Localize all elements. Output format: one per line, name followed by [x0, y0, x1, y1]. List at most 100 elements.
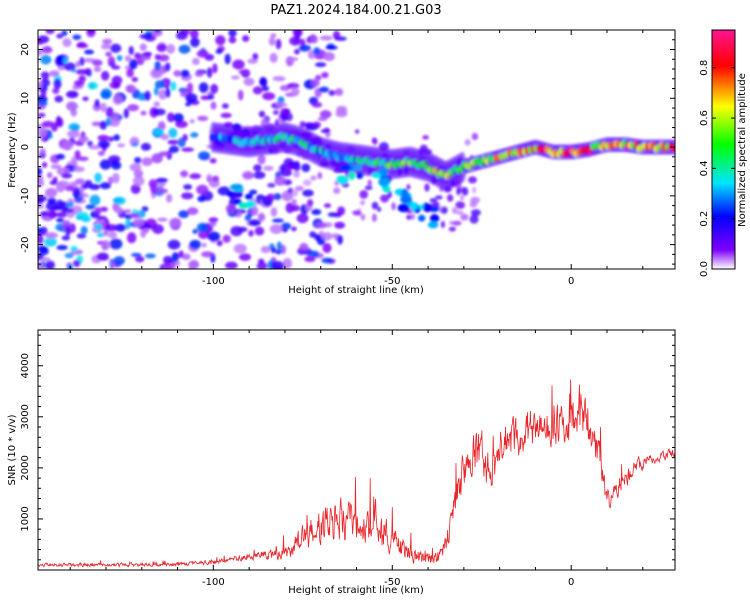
heatmap-cell: [94, 223, 103, 231]
heatmap-cell: [154, 60, 161, 71]
heatmap-cell: [42, 257, 51, 262]
heatmap-cell: [250, 205, 259, 216]
heatmap-cell: [248, 219, 261, 227]
heatmap-cell: [72, 259, 81, 268]
heatmap-cell: [56, 33, 64, 39]
heatmap-cell: [270, 246, 277, 254]
heatmap-cell: [113, 256, 125, 266]
heatmap-cell: [252, 53, 259, 60]
heatmap-cell: [49, 70, 60, 77]
heatmap-cell: [144, 253, 156, 259]
heatmap-cell: [470, 209, 481, 217]
heatmap-cell: [272, 110, 279, 115]
heatmap-cell: [38, 180, 45, 188]
heatmap-cell: [228, 30, 237, 37]
heatmap-cell: [132, 175, 145, 187]
y-tick-label: 10: [20, 92, 31, 105]
heatmap-cell: [254, 226, 265, 236]
heatmap-cell: [302, 189, 314, 197]
heatmap-cell: [113, 134, 120, 141]
heatmap-cell: [271, 218, 284, 223]
heatmap-cell: [96, 215, 107, 221]
heatmap-cell: [196, 222, 208, 233]
heatmap-cell: [299, 242, 309, 252]
heatmap-cell: [108, 136, 115, 142]
spectrogram-heatmap: [38, 30, 675, 269]
x-tick-label: -100: [202, 577, 225, 588]
heatmap-cell: [282, 109, 288, 118]
heatmap-cell: [188, 264, 196, 269]
heatmap-cell: [109, 238, 123, 250]
colorbar-ticks: 0.0 0.2 0.4 0.6 0.8: [699, 60, 735, 277]
heatmap-cell: [248, 229, 254, 237]
y-tick-label: -20: [20, 236, 31, 252]
heatmap-cell: [323, 127, 330, 134]
heatmap-cell: [97, 134, 110, 142]
heatmap-cell: [464, 138, 471, 146]
heatmap-cell: [40, 71, 50, 80]
heatmap-cell: [76, 43, 89, 49]
heatmap-cell: [65, 225, 71, 237]
heatmap-cell: [427, 221, 439, 229]
heatmap-cell: [456, 210, 464, 215]
heatmap-cell: [143, 51, 152, 57]
heatmap-cell: [292, 30, 303, 38]
heatmap-cell: [461, 186, 469, 196]
snr-y-ticks: 1000 2000 3000 4000: [20, 334, 675, 561]
heatmap-cell: [170, 81, 177, 91]
heatmap-cell: [275, 102, 288, 107]
heatmap-cell: [44, 237, 57, 247]
heatmap-cell: [333, 187, 341, 195]
heatmap-cell: [112, 173, 120, 184]
heatmap-cell: [469, 201, 478, 208]
heatmap-cell: [266, 193, 275, 202]
heatmap-cell: [139, 43, 147, 52]
heatmap-cell: [269, 224, 283, 234]
heatmap-cell: [469, 214, 479, 224]
heatmap-cell: [367, 179, 372, 186]
heatmap-cell: [670, 144, 675, 152]
heatmap-cell: [224, 53, 231, 65]
heatmap-cell: [39, 148, 46, 155]
heatmap-cell: [321, 257, 333, 264]
heatmap-cell: [312, 121, 322, 129]
heatmap-cell: [212, 63, 218, 74]
heatmap-cell: [105, 51, 112, 57]
heatmap-cell: [353, 165, 362, 171]
heatmap-cell: [61, 207, 74, 214]
heatmap-cell: [281, 244, 287, 255]
heatmap-cell: [100, 206, 108, 212]
heatmap-cell: [207, 93, 215, 100]
heatmap-cell: [190, 37, 200, 48]
heatmap-cell: [150, 68, 163, 79]
heatmap-cell: [174, 260, 181, 267]
heatmap-cell: [371, 172, 382, 179]
heatmap-cell: [315, 74, 322, 81]
heatmap-cell: [440, 220, 446, 229]
heatmap-cell: [360, 213, 366, 221]
heatmap-cell: [311, 209, 322, 215]
heatmap-cell: [140, 228, 147, 238]
heatmap-cell: [155, 188, 169, 194]
heatmap-cell: [129, 212, 140, 219]
heatmap-cell: [296, 213, 309, 224]
heatmap-cell: [337, 206, 346, 215]
spectrogram-x-ticks: -100 -50 0: [69, 30, 644, 287]
heatmap-cell: [101, 239, 111, 251]
heatmap-cell: [133, 169, 144, 178]
heatmap-cell: [94, 99, 100, 108]
heatmap-cell: [154, 30, 161, 33]
heatmap-cell: [40, 89, 47, 97]
heatmap-cell: [242, 172, 255, 180]
heatmap-cell: [238, 69, 251, 75]
heatmap-cell: [125, 219, 131, 229]
snr-x-label: Height of straight line (km): [288, 585, 424, 596]
heatmap-cell: [38, 49, 43, 56]
heatmap-cell: [139, 33, 148, 39]
heatmap-cell: [337, 234, 343, 245]
heatmap-cell: [94, 206, 102, 215]
heatmap-cell: [52, 87, 60, 94]
heatmap-cell: [79, 57, 85, 66]
heatmap-cell: [99, 159, 112, 170]
heatmap-cell: [289, 36, 302, 46]
